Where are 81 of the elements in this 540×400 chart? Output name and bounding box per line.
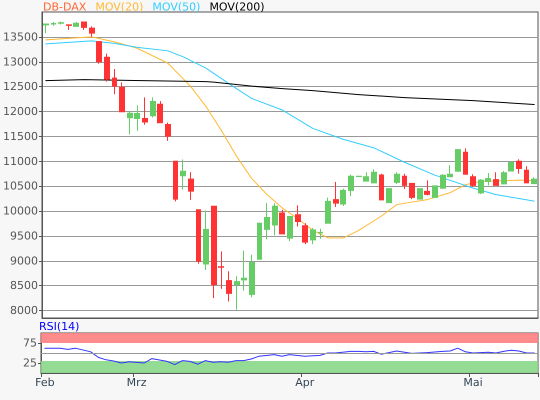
candlestick <box>402 173 407 190</box>
x-tick-label: Mai <box>463 376 483 389</box>
candlestick <box>424 180 430 196</box>
candlestick <box>340 188 346 207</box>
candlestick <box>470 174 476 188</box>
x-tick-label: Mrz <box>126 376 147 389</box>
candlestick <box>249 254 255 298</box>
x-tick-label: Feb <box>35 376 55 389</box>
candlestick <box>508 162 514 172</box>
candlestick <box>226 270 232 302</box>
candlestick <box>379 173 384 201</box>
candlestick <box>295 204 301 227</box>
line-series <box>44 348 535 366</box>
candlestick <box>333 181 339 208</box>
x-tick-label: Apr <box>295 376 315 389</box>
candlestick <box>196 209 201 264</box>
candlestick <box>432 185 438 198</box>
candlestick <box>287 216 293 242</box>
candlestick <box>66 24 72 30</box>
candlestick <box>241 250 247 292</box>
candlestick <box>310 227 316 245</box>
candlestick <box>394 172 400 184</box>
y-tick-label: 10500 <box>2 180 38 193</box>
candlestick <box>371 168 377 184</box>
y-tick-label: 9000 <box>10 254 38 268</box>
candlestick <box>493 172 499 186</box>
candlestick <box>203 210 209 270</box>
candlestick <box>325 197 331 224</box>
candlestick <box>272 202 278 236</box>
y-tick-label: 75 <box>23 336 37 350</box>
series-label: DB-DAX <box>43 0 87 14</box>
candlestick <box>524 166 529 184</box>
y-tick-label: 13000 <box>2 55 38 68</box>
candlestick <box>318 228 323 240</box>
candlestick <box>165 122 171 142</box>
candlestick <box>188 172 194 200</box>
candlestick <box>455 149 461 172</box>
line-series <box>45 79 535 106</box>
y-tick-label: 8500 <box>10 279 38 292</box>
candlestick <box>531 176 537 184</box>
candlestick <box>234 276 240 310</box>
candlestick <box>43 22 49 34</box>
candlestick <box>96 40 102 64</box>
y-tick-label: 11500 <box>2 130 38 143</box>
chart-title: RSI(14) <box>39 320 80 333</box>
y-tick-label: 12000 <box>2 105 38 118</box>
candlestick <box>157 100 163 124</box>
candlestick <box>51 21 56 26</box>
candlestick <box>463 148 468 175</box>
candlestick <box>73 21 79 28</box>
candlestick <box>257 222 262 260</box>
candlestick <box>264 202 270 240</box>
y-tick-label: 9500 <box>10 229 38 242</box>
text: MOV(200) <box>209 0 265 14</box>
y-tick-label: 25 <box>23 356 37 370</box>
candlestick <box>417 188 423 200</box>
line-series <box>45 40 535 202</box>
candlestick <box>180 159 186 190</box>
candlestick <box>112 68 117 95</box>
candlestick <box>501 170 507 184</box>
candlestick <box>81 20 87 30</box>
candlestick <box>386 188 392 204</box>
text: MOV(20) <box>95 0 144 14</box>
candlestick <box>89 26 95 38</box>
candlestick <box>104 53 110 82</box>
y-tick-label: 13500 <box>2 30 38 44</box>
text: MOV(50) <box>152 0 200 14</box>
candlestick <box>279 209 285 234</box>
candlestick <box>302 222 308 245</box>
candlestick <box>119 82 125 113</box>
candlestick <box>58 20 64 25</box>
candlestick <box>150 96 156 118</box>
y-tick-label: 11000 <box>2 154 38 168</box>
candlestick <box>142 96 148 126</box>
y-tick-label: 12500 <box>2 80 38 94</box>
candlestick <box>173 160 178 202</box>
candlestick <box>409 182 415 200</box>
y-tick-label: 8000 <box>10 304 38 318</box>
candlestick <box>516 158 522 174</box>
candlestick <box>348 174 354 197</box>
y-tick-label: 10000 <box>2 204 38 218</box>
